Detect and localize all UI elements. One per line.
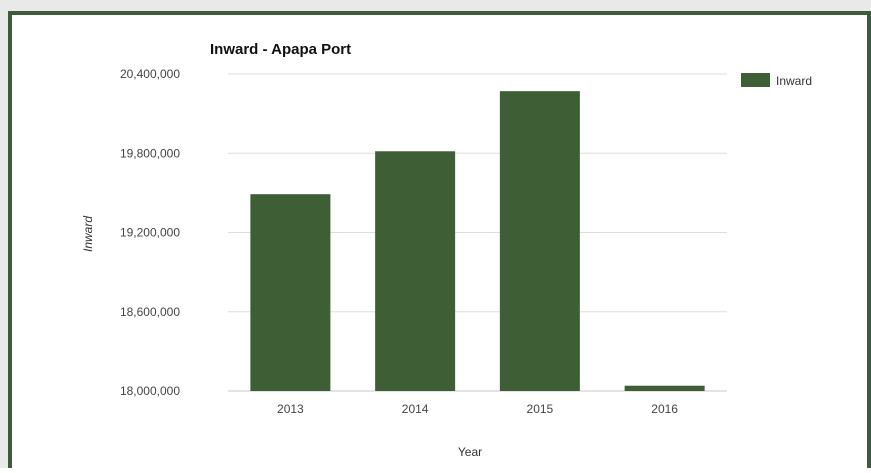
x-axis-title: Year: [458, 445, 482, 459]
legend-swatch: [741, 73, 770, 87]
y-tick-label: 18,000,000: [120, 384, 180, 398]
x-tick-label: 2014: [402, 402, 429, 416]
chart-panel: Inward - Apapa Port 18,000,000 18,600,000…: [8, 11, 871, 468]
y-axis-ticks: 18,000,000 18,600,000 19,200,000 19,800,000…: [120, 67, 180, 398]
bar-chart: Inward - Apapa Port 18,000,000 18,600,000…: [81, 41, 812, 459]
bar-2015[interactable]: [499, 91, 580, 391]
y-tick-label: 19,800,000: [120, 146, 180, 160]
y-axis-title: Inward: [81, 216, 95, 252]
y-tick-label: 19,200,000: [120, 226, 180, 240]
bar-2014[interactable]: [375, 151, 456, 391]
x-tick-label: 2013: [277, 402, 304, 416]
bar-2013[interactable]: [250, 194, 331, 391]
y-tick-label: 18,600,000: [120, 305, 180, 319]
legend-label: Inward: [776, 74, 812, 88]
x-tick-label: 2015: [527, 402, 554, 416]
x-axis-ticks: 2013 2014 2015 2016: [277, 402, 678, 416]
y-tick-label: 20,400,000: [120, 67, 180, 81]
x-tick-label: 2016: [651, 402, 678, 416]
legend: Inward: [741, 73, 812, 88]
bar-layer: [250, 91, 705, 391]
chart-title: Inward - Apapa Port: [210, 41, 351, 58]
bar-2016[interactable]: [624, 385, 705, 391]
